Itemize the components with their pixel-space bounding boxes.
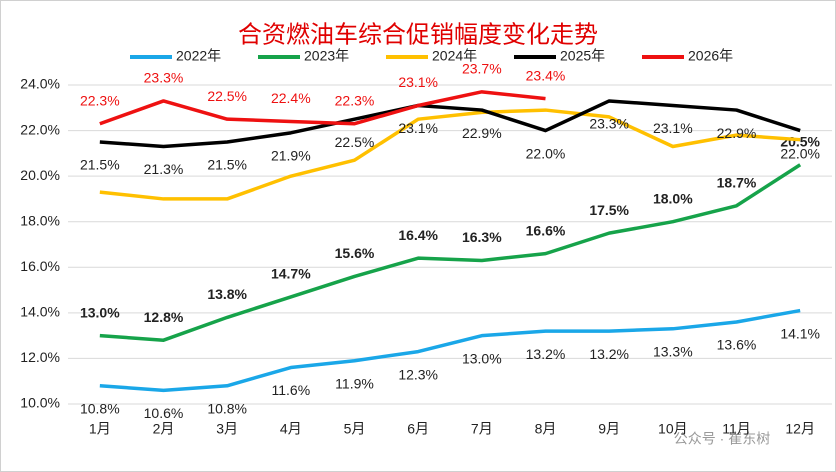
data-label: 22.4% (271, 90, 311, 106)
legend-label: 2026年 (688, 48, 733, 64)
data-label: 22.9% (717, 125, 757, 141)
legend-label: 2025年 (560, 48, 605, 64)
data-label: 23.1% (398, 74, 438, 90)
data-label: 11.9% (335, 375, 374, 391)
x-tick-label: 5月 (344, 421, 366, 437)
data-label: 22.5% (207, 88, 247, 104)
data-label: 23.1% (653, 120, 693, 136)
chart-title: 合资燃油车综合促销幅度变化走势 (238, 21, 598, 48)
x-tick-label: 7月 (471, 421, 493, 437)
watermark: 公众号 · 崔东树 (674, 431, 770, 447)
data-label: 23.7% (462, 61, 502, 77)
data-label: 13.3% (653, 344, 693, 360)
y-tick-label: 12.0% (20, 349, 60, 365)
y-tick-label: 14.0% (20, 304, 60, 320)
data-label: 15.6% (335, 245, 375, 261)
x-tick-label: 9月 (598, 421, 620, 437)
data-label: 21.9% (271, 148, 311, 164)
series-line (99, 108, 801, 201)
data-label: 22.3% (335, 92, 375, 108)
data-label: 22.5% (335, 134, 375, 150)
data-label: 22.0% (526, 145, 566, 161)
series-line (99, 308, 801, 393)
data-label: 13.0% (80, 304, 120, 320)
y-tick-label: 20.0% (20, 167, 60, 183)
y-tick-label: 24.0% (20, 76, 60, 92)
data-label: 21.5% (80, 157, 120, 173)
x-tick-label: 12月 (785, 421, 815, 437)
data-label: 16.4% (398, 227, 438, 243)
data-label: 13.8% (207, 286, 247, 302)
data-label: 17.5% (589, 202, 629, 218)
data-label: 12.3% (398, 366, 438, 382)
x-tick-label: 4月 (280, 421, 302, 437)
data-label: 10.8% (207, 400, 247, 416)
y-tick-label: 10.0% (20, 395, 60, 411)
data-label: 10.6% (144, 405, 184, 421)
legend-label: 2024年 (432, 48, 477, 64)
series-line (99, 99, 801, 149)
data-label: 22.9% (462, 125, 502, 141)
data-label: 14.1% (780, 325, 820, 341)
data-label: 13.2% (526, 346, 566, 362)
data-label: 18.7% (717, 174, 757, 190)
x-tick-label: 6月 (407, 421, 429, 437)
data-label: 10.8% (80, 400, 120, 416)
legend-label: 2022年 (176, 48, 221, 64)
data-label: 21.3% (144, 161, 184, 177)
data-label: 13.2% (589, 346, 629, 362)
data-label: 23.3% (144, 70, 184, 86)
series-line (99, 163, 802, 342)
data-label: 16.6% (526, 222, 566, 238)
data-label: 23.3% (589, 116, 629, 132)
y-tick-label: 16.0% (20, 258, 60, 274)
data-label: 23.4% (526, 67, 566, 83)
series-line (99, 90, 546, 126)
data-label: 11.6% (271, 382, 310, 398)
data-label: 18.0% (653, 190, 693, 206)
x-tick-label: 1月 (89, 421, 111, 437)
data-label: 13.6% (717, 337, 757, 353)
data-label: 22.0% (780, 145, 820, 161)
legend-label: 2023年 (304, 48, 349, 64)
x-tick-label: 10月 (658, 421, 688, 437)
x-tick-label: 2月 (153, 421, 175, 437)
data-label: 22.3% (80, 92, 120, 108)
data-label: 12.8% (144, 309, 184, 325)
x-tick-label: 8月 (535, 421, 557, 437)
data-label: 16.3% (462, 229, 502, 245)
x-tick-label: 3月 (216, 421, 238, 437)
data-label: 23.1% (398, 120, 438, 136)
data-label: 14.7% (271, 266, 311, 282)
x-tick-label: 11月 (722, 421, 751, 437)
data-label: 21.5% (207, 157, 247, 173)
y-tick-label: 18.0% (20, 212, 60, 228)
y-tick-label: 22.0% (20, 121, 60, 137)
data-label: 13.0% (462, 350, 502, 366)
